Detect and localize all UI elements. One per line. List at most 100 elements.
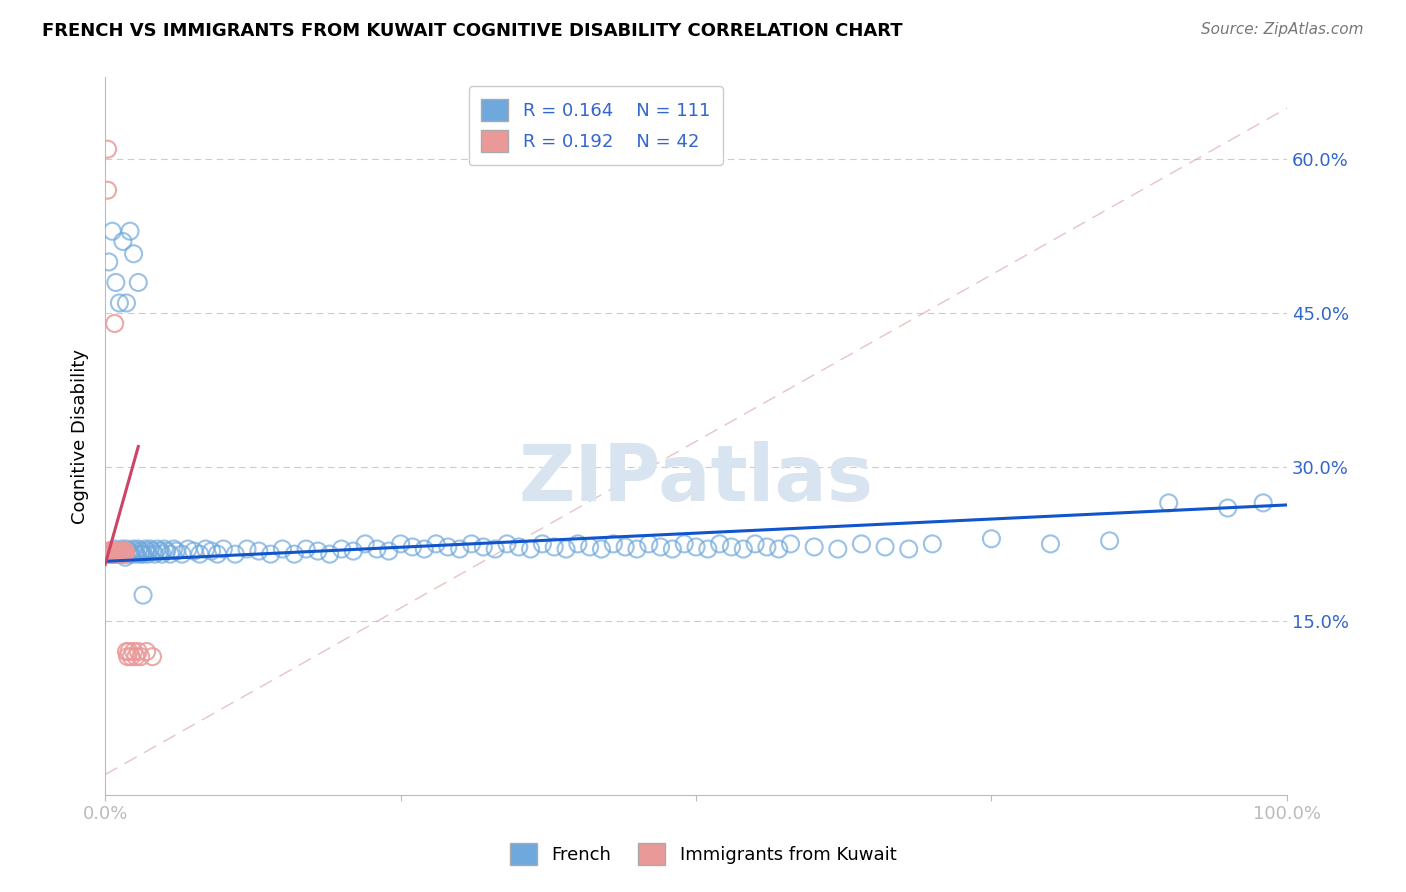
Point (117, 649, 139, 664)
Point (389, 537, 412, 551)
Point (104, 541, 127, 556)
Point (207, 547, 229, 561)
Point (97, 142, 120, 156)
Point (136, 547, 159, 561)
Point (496, 537, 519, 551)
Point (104, 276, 127, 290)
Point (460, 537, 482, 551)
Point (897, 541, 920, 556)
Point (1039, 537, 1062, 551)
Point (98, 547, 121, 561)
Point (101, 224, 124, 238)
Point (104, 547, 127, 561)
Point (519, 541, 541, 556)
Point (827, 541, 849, 556)
Point (1098, 533, 1121, 548)
Point (295, 541, 318, 556)
Point (132, 547, 155, 561)
Point (111, 235, 134, 249)
Point (120, 649, 142, 664)
Point (110, 544, 132, 558)
Point (100, 547, 122, 561)
Point (115, 644, 138, 658)
Point (127, 644, 149, 658)
Point (107, 544, 129, 558)
Point (148, 544, 170, 558)
Point (104, 317, 127, 331)
Point (118, 547, 141, 561)
Point (425, 537, 447, 551)
Point (105, 544, 128, 558)
Point (1216, 501, 1239, 516)
Point (139, 541, 162, 556)
Point (122, 644, 145, 658)
Point (105, 547, 128, 561)
Point (107, 547, 129, 561)
Point (720, 540, 742, 554)
Point (159, 547, 181, 561)
Point (555, 541, 578, 556)
Point (129, 547, 152, 561)
Point (98, 544, 121, 558)
Point (143, 547, 166, 561)
Point (111, 547, 134, 561)
Point (921, 537, 943, 551)
Point (104, 544, 127, 558)
Point (101, 547, 124, 561)
Point (114, 550, 136, 565)
Point (122, 246, 145, 260)
Point (413, 541, 436, 556)
Point (112, 547, 135, 561)
Point (378, 544, 401, 558)
Point (779, 537, 801, 551)
Legend: French, Immigrants from Kuwait: French, Immigrants from Kuwait (499, 832, 907, 876)
Point (111, 541, 134, 556)
Point (283, 547, 305, 561)
Point (200, 544, 222, 558)
Legend: R = 0.164    N = 111, R = 0.192    N = 42: R = 0.164 N = 111, R = 0.192 N = 42 (468, 87, 723, 165)
Point (591, 541, 613, 556)
Point (733, 541, 755, 556)
Point (135, 644, 157, 658)
Point (342, 544, 364, 558)
Point (602, 537, 624, 551)
Point (271, 541, 294, 556)
Point (437, 540, 460, 554)
Point (163, 541, 186, 556)
Point (129, 649, 152, 664)
Point (110, 547, 132, 561)
Point (124, 544, 146, 558)
Point (112, 544, 135, 558)
Point (661, 541, 683, 556)
Point (567, 537, 589, 551)
Point (111, 544, 134, 558)
Point (108, 544, 131, 558)
Point (97, 183, 120, 197)
Point (114, 547, 136, 561)
Point (1157, 496, 1180, 510)
Point (118, 224, 141, 238)
Y-axis label: Cognitive Disability: Cognitive Disability (72, 349, 89, 524)
Point (614, 540, 637, 554)
Point (111, 547, 134, 561)
Point (135, 544, 157, 558)
Point (194, 541, 217, 556)
Point (484, 541, 506, 556)
Point (472, 540, 495, 554)
Point (183, 544, 205, 558)
Point (449, 541, 471, 556)
Point (755, 540, 778, 554)
Point (141, 649, 163, 664)
Point (97, 255, 120, 269)
Point (578, 540, 600, 554)
Point (101, 544, 124, 558)
Point (100, 547, 122, 561)
Point (129, 544, 152, 558)
Point (401, 540, 423, 554)
Point (105, 544, 128, 558)
Point (111, 544, 134, 558)
Point (170, 547, 193, 561)
Point (768, 541, 790, 556)
Point (156, 544, 179, 558)
Point (108, 296, 131, 310)
